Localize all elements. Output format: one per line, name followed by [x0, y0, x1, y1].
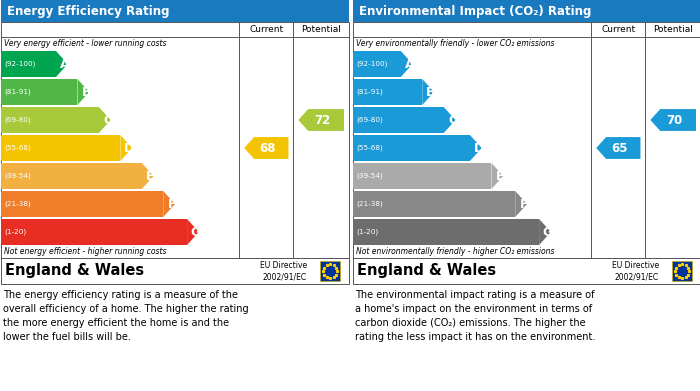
Text: (92-100): (92-100) — [4, 61, 36, 67]
Bar — [672, 261, 692, 281]
Text: Not energy efficient - higher running costs: Not energy efficient - higher running co… — [4, 248, 167, 256]
Polygon shape — [298, 109, 344, 131]
Text: Environmental Impact (CO₂) Rating: Environmental Impact (CO₂) Rating — [359, 5, 592, 18]
Polygon shape — [142, 163, 153, 189]
Text: England & Wales: England & Wales — [5, 264, 144, 278]
Text: 68: 68 — [260, 142, 276, 154]
Text: Very environmentally friendly - lower CO₂ emissions: Very environmentally friendly - lower CO… — [356, 39, 554, 48]
Text: The energy efficiency rating is a measure of the
overall efficiency of a home. T: The energy efficiency rating is a measur… — [3, 290, 248, 342]
Text: 65: 65 — [612, 142, 628, 154]
Bar — [1, 163, 142, 189]
Text: Current: Current — [601, 25, 636, 34]
Text: EU Directive
2002/91/EC: EU Directive 2002/91/EC — [612, 260, 659, 282]
Text: A: A — [60, 57, 69, 70]
Text: E: E — [496, 170, 505, 183]
Bar — [1, 191, 163, 217]
Bar — [1, 0, 349, 22]
Polygon shape — [99, 107, 111, 133]
Bar — [1, 219, 187, 245]
Text: Very energy efficient - lower running costs: Very energy efficient - lower running co… — [4, 39, 167, 48]
Bar — [353, 0, 700, 22]
Text: (1-20): (1-20) — [356, 229, 378, 235]
Text: G: G — [191, 226, 201, 239]
Text: (69-80): (69-80) — [356, 117, 383, 123]
Bar — [1, 51, 56, 77]
Text: C: C — [103, 113, 112, 127]
Text: B: B — [426, 86, 436, 99]
Text: Current: Current — [249, 25, 284, 34]
Polygon shape — [56, 51, 68, 77]
Bar — [353, 22, 700, 258]
Bar — [1, 258, 349, 284]
Polygon shape — [444, 107, 456, 133]
Text: England & Wales: England & Wales — [357, 264, 496, 278]
Text: D: D — [474, 142, 484, 154]
Text: (1-20): (1-20) — [4, 229, 26, 235]
Text: (55-68): (55-68) — [356, 145, 383, 151]
Polygon shape — [491, 163, 503, 189]
Text: (21-38): (21-38) — [356, 201, 383, 207]
Polygon shape — [650, 109, 696, 131]
Bar — [1, 79, 78, 105]
Polygon shape — [401, 51, 412, 77]
Bar — [353, 107, 444, 133]
Text: (39-54): (39-54) — [4, 173, 31, 179]
Text: (55-68): (55-68) — [4, 145, 31, 151]
Polygon shape — [470, 135, 482, 161]
Polygon shape — [596, 137, 640, 159]
Text: (81-91): (81-91) — [4, 89, 31, 95]
Text: Energy Efficiency Rating: Energy Efficiency Rating — [7, 5, 169, 18]
Text: G: G — [542, 226, 553, 239]
Text: (39-54): (39-54) — [356, 173, 383, 179]
Text: (92-100): (92-100) — [356, 61, 387, 67]
Polygon shape — [422, 79, 434, 105]
Polygon shape — [78, 79, 89, 105]
Text: Potential: Potential — [301, 25, 341, 34]
Polygon shape — [163, 191, 175, 217]
Polygon shape — [187, 219, 199, 245]
Bar — [353, 51, 401, 77]
Text: The environmental impact rating is a measure of
a home's impact on the environme: The environmental impact rating is a mea… — [355, 290, 596, 342]
Text: Not environmentally friendly - higher CO₂ emissions: Not environmentally friendly - higher CO… — [356, 248, 554, 256]
Bar — [353, 79, 422, 105]
Polygon shape — [120, 135, 132, 161]
Bar — [1, 135, 120, 161]
Text: (81-91): (81-91) — [356, 89, 383, 95]
Text: D: D — [124, 142, 134, 154]
Text: (21-38): (21-38) — [4, 201, 31, 207]
Bar — [353, 219, 539, 245]
Bar — [353, 258, 700, 284]
Text: 70: 70 — [666, 113, 682, 127]
Bar — [353, 135, 470, 161]
Bar — [1, 22, 349, 258]
Bar — [1, 107, 99, 133]
Text: F: F — [168, 197, 176, 210]
Bar — [353, 191, 515, 217]
Text: EU Directive
2002/91/EC: EU Directive 2002/91/EC — [260, 260, 307, 282]
Polygon shape — [244, 137, 288, 159]
Polygon shape — [539, 219, 551, 245]
Text: Potential: Potential — [653, 25, 693, 34]
Text: A: A — [405, 57, 414, 70]
Text: 72: 72 — [314, 113, 331, 127]
Bar — [353, 163, 491, 189]
Bar — [320, 261, 340, 281]
Text: C: C — [448, 113, 457, 127]
Text: F: F — [520, 197, 528, 210]
Text: E: E — [146, 170, 155, 183]
Polygon shape — [515, 191, 527, 217]
Text: B: B — [81, 86, 91, 99]
Text: (69-80): (69-80) — [4, 117, 31, 123]
